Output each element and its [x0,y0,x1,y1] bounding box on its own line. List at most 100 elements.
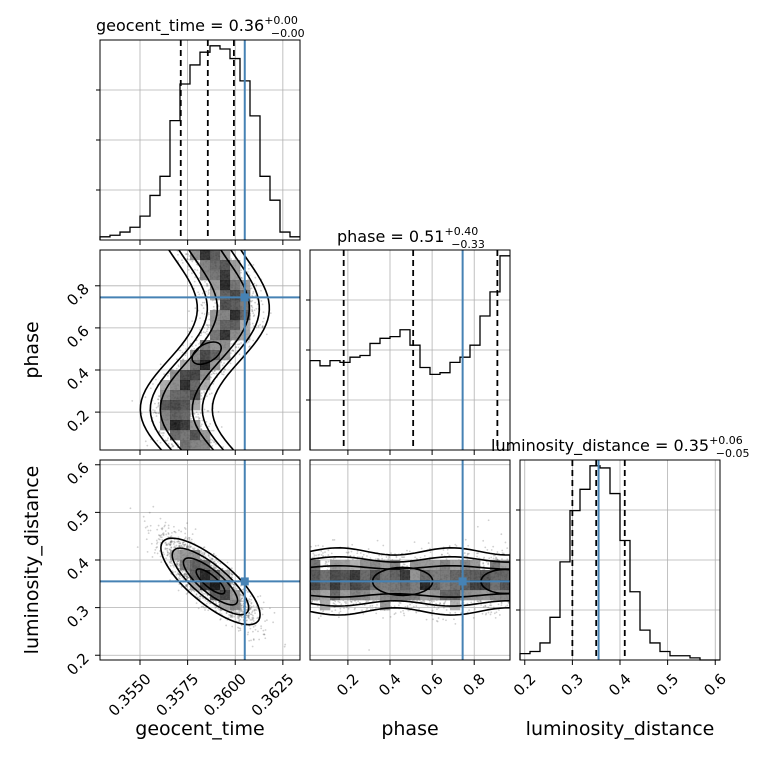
sample-point [195,344,197,347]
sample-point [206,590,209,593]
sample-point [178,573,180,576]
density-cell [220,340,231,351]
sample-point [260,289,262,292]
sample-point [178,562,181,565]
sample-point [172,445,174,448]
sample-point [206,328,209,331]
sample-point [231,343,233,345]
sample-point [245,608,248,611]
sample-point [264,620,266,623]
sample-point [261,303,264,306]
sample-point [166,374,169,377]
density-cell [160,380,171,391]
sample-point [197,416,200,418]
sample-point [247,267,250,270]
sample-point [247,264,250,266]
sample-point [200,334,202,337]
density-cell [190,380,201,391]
sample-point [200,558,202,561]
sample-point [215,567,217,570]
sample-point [188,577,191,579]
sample-point [178,529,180,532]
sample-point [190,538,193,541]
density-cell [200,440,211,450]
sample-point [208,602,211,605]
sample-point [201,419,204,422]
sample-point [157,404,160,406]
sample-point [259,323,262,326]
sample-point [167,553,170,556]
sample-point [208,590,211,593]
density-cell [230,330,241,341]
scatter-panel-luminosity_distance-vs-geocent_time [100,460,300,660]
sample-point [203,551,206,554]
density-cell [170,390,181,401]
sample-point [201,292,204,295]
sample-point [204,280,206,283]
sample-point [245,614,248,617]
sample-point [188,545,191,548]
sample-point [246,271,249,273]
sample-point [170,443,173,445]
sample-point [187,536,190,539]
sample-point [248,345,251,347]
density-cell [170,410,181,421]
sample-point [169,543,172,546]
sample-point [221,568,224,570]
sample-point [218,604,221,607]
density-cell [190,430,201,441]
sample-point [207,293,210,296]
sample-point [160,536,163,539]
sample-point [166,551,169,554]
sample-point [182,541,185,544]
sample-point [177,564,180,567]
sample-point [237,343,239,346]
sample-point [212,566,215,569]
sample-point [206,333,209,336]
sample-point [203,554,205,556]
sample-point [232,610,235,612]
sample-point [238,611,240,614]
density-cell [180,370,191,381]
sample-point [165,544,168,547]
sample-point [261,326,264,329]
sample-point [157,405,159,408]
sample-point [222,446,225,448]
sample-point [173,546,175,549]
sample-point [164,541,167,544]
sample-point [248,598,251,601]
sample-point [176,560,179,563]
sample-point [200,425,202,428]
sample-point [249,613,252,616]
sample-point [262,317,265,320]
sample-point [262,633,265,636]
sample-point [171,570,174,572]
sample-point [247,278,250,281]
sample-point [177,253,179,256]
sample-point [260,607,263,610]
sample-point [195,411,198,414]
sample-point [257,630,259,633]
sample-point [242,611,245,614]
sample-point [212,305,215,308]
sample-point [238,343,241,346]
sample-point [240,615,242,618]
sample-point [213,370,216,372]
sample-point [170,541,172,543]
sample-point [248,346,251,348]
sample-point [169,565,172,567]
sample-point [211,439,214,442]
sample-point [170,539,173,542]
sample-point [200,558,203,561]
sample-point [186,545,189,548]
sample-point [229,616,232,619]
sample-point [245,619,248,622]
density-cell [230,280,241,291]
sample-point [202,331,205,333]
sample-point [261,325,264,328]
sample-point [185,573,188,576]
sample-point [237,620,240,623]
sample-point [237,630,240,632]
sample-point [155,542,158,545]
sample-point [205,284,208,287]
